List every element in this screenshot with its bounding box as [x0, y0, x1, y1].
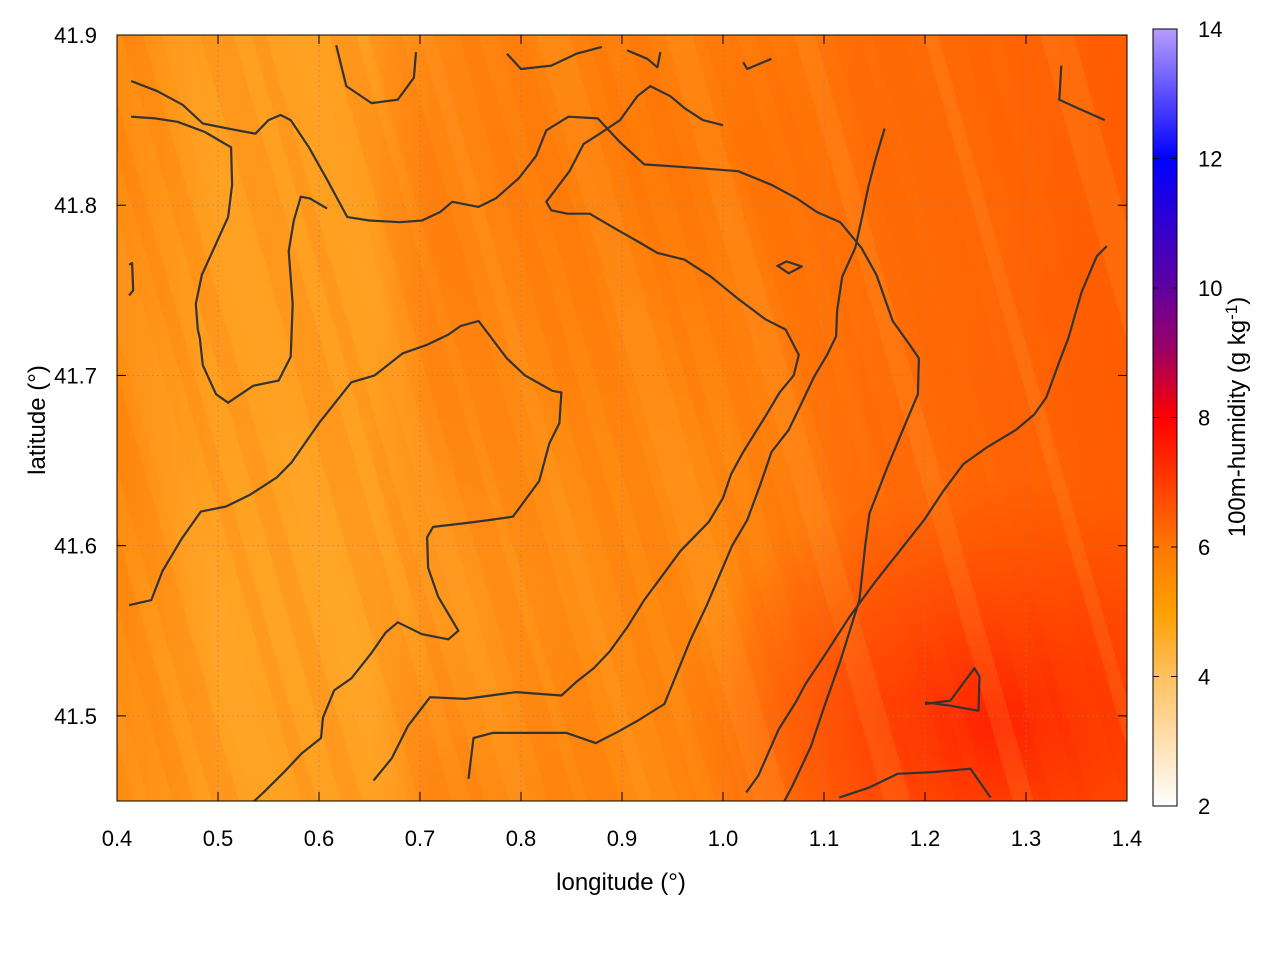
contour-line: [742, 57, 772, 71]
field-streak: [1001, 35, 1127, 476]
y-axis: 41.5 41.6 41.7 41.8 41.9: [54, 23, 1127, 729]
contour-lines: [128, 44, 1108, 801]
y-tick-label: 41.8: [54, 193, 97, 218]
x-tick-label: 1.3: [1011, 826, 1042, 851]
x-tick-label: 0.7: [405, 826, 436, 851]
x-tick-label: 0.8: [506, 826, 537, 851]
colorbar-title: 100m-humidity (g kg-1): [1222, 297, 1251, 538]
field-streak: [419, 35, 653, 801]
colorbar-axis: 2 4 6 8 10 12 14: [1153, 17, 1222, 819]
contour-line: [128, 319, 563, 801]
x-tick-label: 0.4: [102, 826, 133, 851]
colorbar-title-sup: -1: [1222, 305, 1241, 320]
colorbar-tick-label: 14: [1198, 17, 1222, 42]
humidity-field: [117, 15, 1280, 821]
contour-line: [131, 115, 328, 404]
field-streaks: [117, 15, 1280, 821]
y-tick-label: 41.7: [54, 363, 97, 388]
y-tick-label: 41.9: [54, 23, 97, 48]
x-tick-label: 1.0: [708, 826, 739, 851]
colorbar-tick-label: 2: [1198, 794, 1210, 819]
y-tick-label: 41.5: [54, 704, 97, 729]
field-streak: [161, 35, 407, 801]
field-streak: [1040, 35, 1127, 340]
field-streak: [200, 35, 452, 801]
field-streak: [665, 35, 911, 801]
contour-line: [838, 767, 992, 799]
colorbar-tick-label: 10: [1198, 276, 1222, 301]
colorbar-title-end: ): [1224, 297, 1251, 305]
grid: [117, 35, 1127, 801]
field-streak: [755, 35, 989, 801]
field-streak: [329, 35, 575, 801]
colorbar-tick-label: 8: [1198, 406, 1210, 431]
field-streak: [117, 532, 194, 801]
x-tick-label: 1.1: [809, 826, 840, 851]
contour-line: [506, 45, 603, 71]
field-streak: [458, 35, 698, 801]
field-streak: [251, 35, 485, 801]
field-streak: [794, 35, 1034, 801]
contour-line: [128, 262, 135, 297]
contour-line: [745, 245, 1108, 794]
x-tick-label: 0.6: [304, 826, 335, 851]
colorbar-title-main: 100m-humidity (g kg: [1224, 320, 1251, 537]
contour-line: [467, 128, 886, 780]
x-tick-label: 1.4: [1112, 826, 1143, 851]
field-streak: [117, 216, 284, 801]
colorbar-tick-label: 4: [1198, 665, 1210, 690]
colorbar-tick-label: 12: [1198, 147, 1222, 172]
x-axis: 0.4 0.5 0.6 0.7 0.8 0.9 1.0 1.1 1.2 1.3 1.4: [102, 35, 1143, 851]
field-streak: [872, 35, 1124, 801]
contour-line: [924, 667, 981, 712]
field-streak: [626, 35, 866, 801]
field-streak: [117, 101, 317, 801]
contour-line: [776, 260, 803, 275]
colorbar-tick-label: 6: [1198, 535, 1210, 560]
field-streak: [290, 35, 530, 801]
x-axis-title: longitude (°): [556, 869, 686, 896]
contour-line: [626, 49, 662, 69]
x-tick-label: 1.2: [910, 826, 941, 851]
field-streak: [497, 35, 743, 801]
y-axis-title: latitude (°): [24, 365, 51, 475]
field-streak: [923, 35, 1127, 749]
x-tick-label: 0.5: [203, 826, 234, 851]
contour-line: [1058, 65, 1106, 122]
field-streak: [962, 35, 1127, 613]
field-streak: [117, 374, 239, 801]
field-streak: [704, 35, 956, 801]
contour-line: [335, 44, 418, 105]
x-tick-label: 0.9: [607, 826, 638, 851]
contour-line: [372, 85, 800, 782]
contour-line: [130, 79, 920, 801]
y-tick-label: 41.6: [54, 534, 97, 559]
field-streak: [1261, 15, 1280, 821]
field-streak: [536, 35, 788, 801]
